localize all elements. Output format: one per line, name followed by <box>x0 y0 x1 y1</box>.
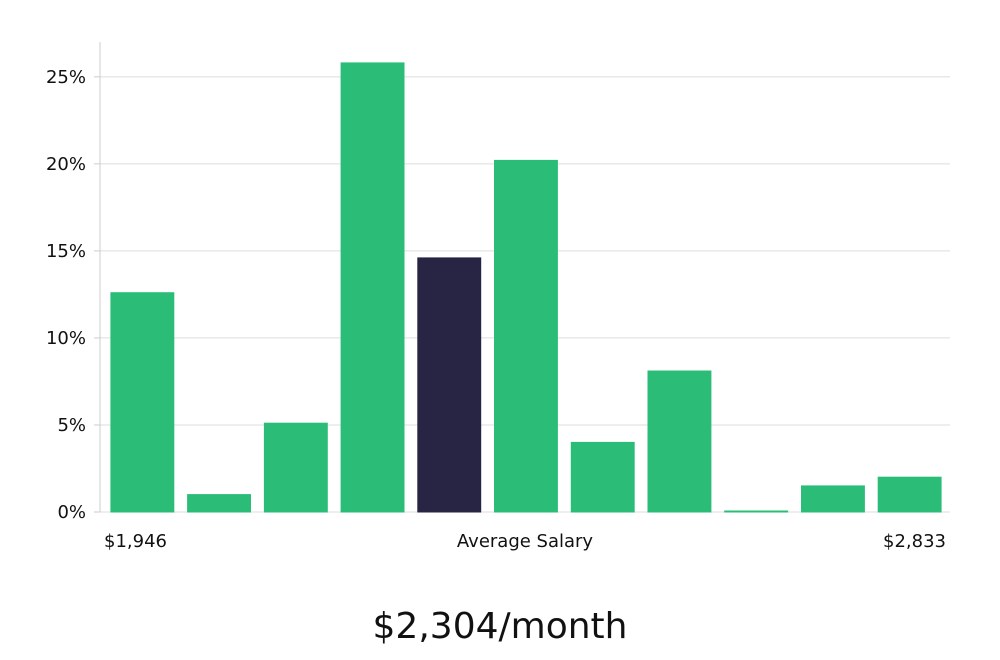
bar-9 <box>801 485 865 513</box>
y-tick-label-15: 15% <box>46 241 86 262</box>
y-tick-label-0: 0% <box>57 502 86 523</box>
bar-5 <box>494 159 558 513</box>
bar-8 <box>724 510 789 513</box>
bar-1 <box>187 494 252 513</box>
y-tick-label-20: 20% <box>46 154 86 175</box>
x-max-label: $2,833 <box>883 531 946 552</box>
bar-10 <box>877 476 942 513</box>
bar-7 <box>647 370 712 513</box>
y-axis-ticks: 0% 5% 10% 15% 20% 25% <box>46 67 100 523</box>
y-tick-label-5: 5% <box>57 415 86 436</box>
bar-6 <box>570 441 635 513</box>
bars <box>110 62 942 513</box>
average-salary-headline: $2,304/month <box>372 606 628 647</box>
bar-0 <box>110 292 175 513</box>
bar-highlight-4 <box>417 257 482 513</box>
y-tick-label-10: 10% <box>46 328 86 349</box>
x-center-label: Average Salary <box>457 531 594 552</box>
bar-2 <box>263 422 328 513</box>
y-tick-label-25: 25% <box>46 67 86 88</box>
salary-histogram: 0% 5% 10% 15% 20% 25% $1,946 Average Salary $… <box>46 42 950 552</box>
bar-3 <box>340 62 405 513</box>
x-min-label: $1,946 <box>104 531 167 552</box>
